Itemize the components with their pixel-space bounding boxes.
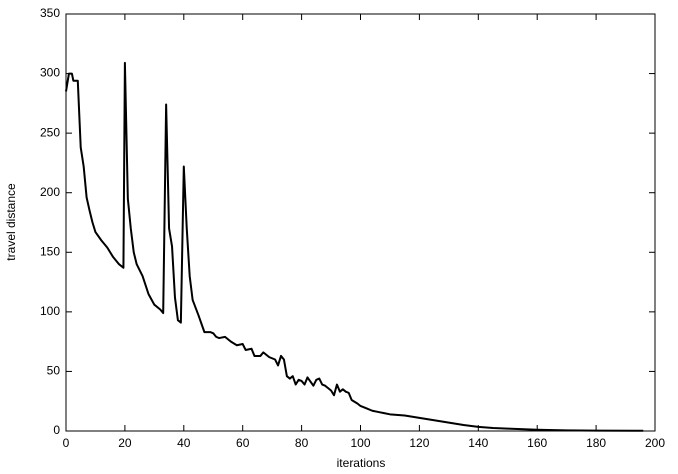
data-line — [65, 61, 644, 432]
y-tick-label: 0 — [53, 423, 60, 437]
x-tick-label: 160 — [527, 436, 547, 450]
x-tick-label: 0 — [63, 436, 70, 450]
y-tick-label: 350 — [40, 6, 60, 20]
x-tick-label: 20 — [118, 436, 132, 450]
y-tick-label: 100 — [40, 304, 60, 318]
x-tick-label: 100 — [350, 436, 370, 450]
x-tick-label: 80 — [295, 436, 309, 450]
x-tick-label: 60 — [236, 436, 250, 450]
x-tick-label: 120 — [409, 436, 429, 450]
x-tick-label: 40 — [177, 436, 191, 450]
x-tick-label: 200 — [645, 436, 665, 450]
x-tick-label: 180 — [586, 436, 606, 450]
x-axis-label: iterations — [337, 456, 386, 470]
y-tick-label: 150 — [40, 244, 60, 258]
y-tick-label: 250 — [40, 125, 60, 139]
x-tick-label: 140 — [468, 436, 488, 450]
plot-frame — [65, 13, 656, 432]
y-axis-label: travel distance — [4, 183, 18, 261]
y-tick-label: 300 — [40, 66, 60, 80]
y-tick-label: 50 — [47, 364, 61, 378]
y-tick-label: 200 — [40, 185, 60, 199]
